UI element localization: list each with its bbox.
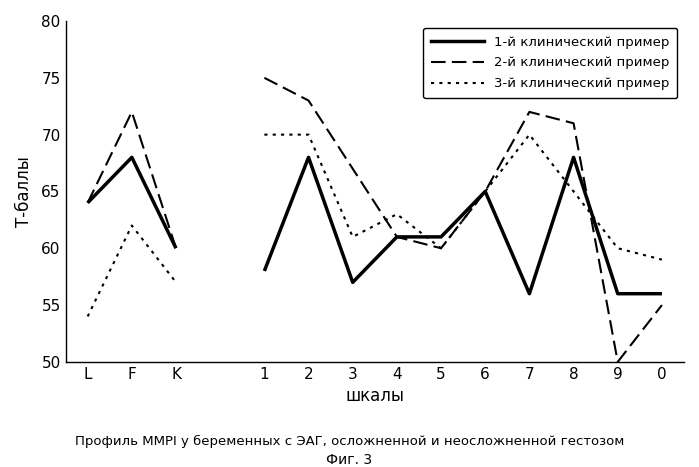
Text: Профиль MMPI у беременных с ЭАГ, осложненной и неосложненной гестозом: Профиль MMPI у беременных с ЭАГ, осложне… (75, 435, 624, 448)
Y-axis label: Т-баллы: Т-баллы (15, 156, 33, 227)
X-axis label: шкалы: шкалы (345, 387, 404, 405)
Text: Фиг. 3: Фиг. 3 (326, 453, 373, 467)
Legend: 1-й клинический пример, 2-й клинический пример, 3-й клинический пример: 1-й клинический пример, 2-й клинический … (423, 28, 677, 98)
